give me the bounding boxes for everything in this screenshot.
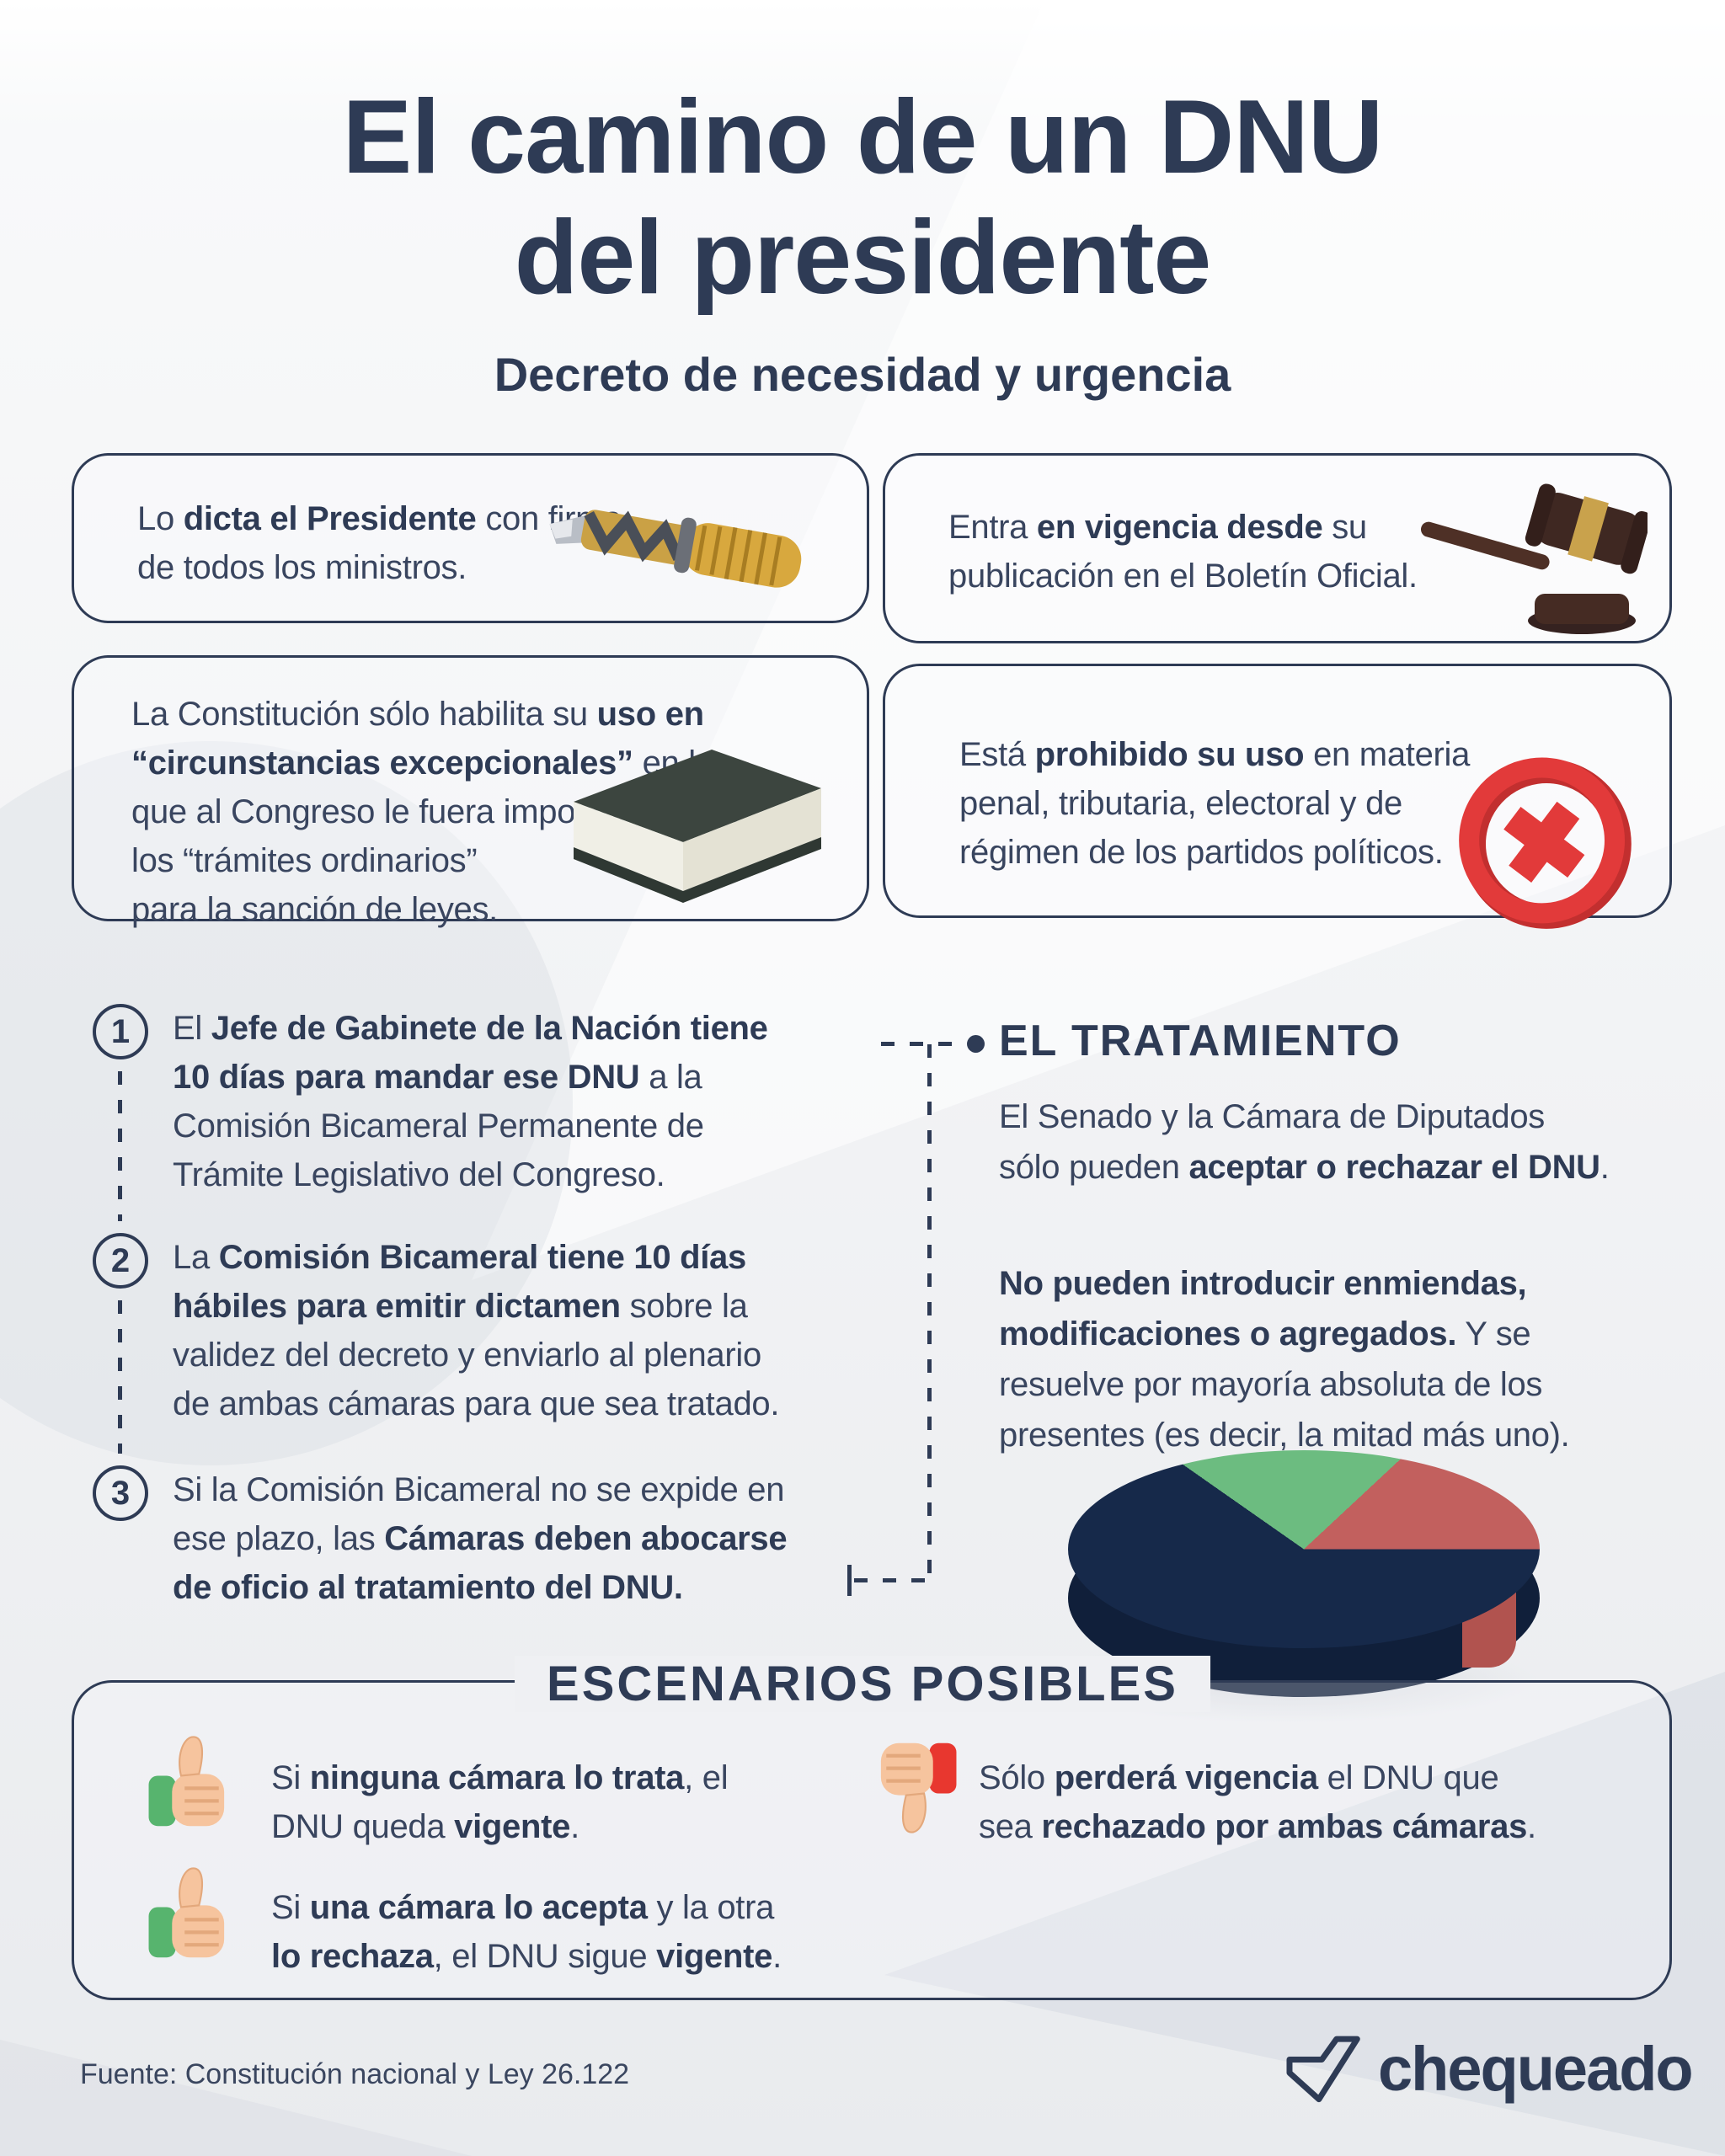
book-icon — [574, 750, 821, 903]
pie-top — [1068, 1450, 1540, 1648]
step-2-text: La Comisión Bicameral tiene 10 días hábi… — [173, 1239, 780, 1422]
gavel-icon — [1420, 483, 1648, 634]
scenarios-box — [72, 1680, 1672, 2000]
card-vigencia-text: Entra en vigencia desde su publicación e… — [948, 509, 1418, 595]
scenario-2-text: Si una cámara lo acepta y la otra lo rec… — [271, 1889, 782, 1975]
pen-icon — [549, 510, 802, 588]
step-1-number: 1 — [93, 1004, 148, 1059]
scenario-1-text: Si ninguna cámara lo trata, el DNU queda… — [271, 1759, 729, 1845]
prohibited-icon — [1459, 757, 1632, 929]
card-dicta-presidente: Lo dicta el Presidente con firma de todo… — [72, 453, 869, 623]
scenario-3-text: Sólo perderá vigencia el DNU que sea rec… — [979, 1759, 1536, 1845]
chequeado-check-icon — [1286, 2036, 1360, 2103]
chequeado-wordmark: chequeado — [1378, 2033, 1694, 2104]
connector-bullet — [967, 1035, 985, 1053]
thumbs-down-icon — [880, 1742, 957, 1833]
tratamiento-paragraph-2: No pueden introducir enmiendas, modifica… — [999, 1265, 1570, 1454]
card-prohibido-text: Está prohibido su uso en materia penal, … — [959, 736, 1471, 871]
card-vigencia: Entra en vigencia desde su publicación e… — [883, 453, 1672, 643]
pie-chart-image — [1068, 1450, 1540, 1703]
card-constitucion: La Constitución sólo habilita su uso en … — [72, 655, 869, 928]
tratamiento-paragraph-1: El Senado y la Cámara de Diputados sólo … — [999, 1098, 1610, 1186]
card-prohibido: Está prohibido su uso en materia penal, … — [883, 664, 1672, 929]
scenarios-heading: ESCENARIOS POSIBLES — [515, 1656, 1210, 1712]
step-1-text: El Jefe de Gabinete de la Nación tiene 1… — [173, 1010, 768, 1193]
connector-bottom-dashes — [854, 1578, 927, 1582]
card-dicta-text: Lo dicta el Presidente con firma de todo… — [137, 500, 622, 586]
page-title: El camino de un DNU del presidente — [0, 77, 1725, 318]
step-connector-1-2 — [118, 1071, 122, 1221]
connector-vertical-dashes — [927, 1044, 932, 1582]
thumbs-up-icon — [148, 1736, 225, 1827]
step-2-number: 2 — [93, 1233, 148, 1289]
chequeado-logo: chequeado — [1284, 2031, 1694, 2105]
step-3-number: 3 — [93, 1465, 148, 1521]
page-subtitle: Decreto de necesidad y urgencia — [494, 348, 1231, 401]
thumbs-up-icon — [148, 1867, 225, 1958]
step-connector-2-3 — [118, 1300, 122, 1454]
step-3-text: Si la Comisión Bicameral no se expide en… — [173, 1471, 788, 1606]
page-title-line2: del presidente — [514, 199, 1212, 316]
source-note: Fuente: Constitución nacional y Ley 26.1… — [80, 2058, 630, 2090]
connector-end-tick — [847, 1565, 852, 1596]
tratamiento-heading: EL TRATAMIENTO — [999, 1017, 1402, 1065]
connector-top-dashes — [881, 1042, 959, 1046]
page-title-line1: El camino de un DNU — [342, 79, 1384, 195]
